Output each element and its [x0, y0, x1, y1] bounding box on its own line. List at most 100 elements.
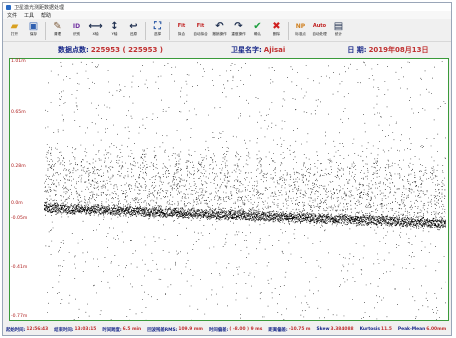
info-bar: 数据点数: 225953 ( 225953 ) 卫星名字: Ajisai 日 期…: [3, 43, 451, 56]
toolbar-label: 选择: [153, 32, 162, 36]
toolbar-separator: [45, 22, 46, 40]
date-value: 2019年08月13日: [368, 45, 429, 54]
app-icon: [6, 4, 11, 10]
y-tick-label: 1.01m: [11, 59, 26, 64]
undo-button[interactable]: ↶ 撤销操作: [210, 20, 229, 41]
redo-icon: ↷: [234, 20, 243, 32]
id-button[interactable]: ID 识别: [67, 20, 86, 41]
auto-fit-icon: Fit: [196, 23, 205, 29]
status-bar: 起始时间: 12:56:43 结束时间: 13:03:15 时间跨度: 6.5 min 回波…: [3, 324, 451, 335]
fit-icon: Fit: [177, 23, 186, 29]
status-label: 起始时间:: [6, 327, 26, 333]
toolbar-label: 确认: [253, 32, 262, 36]
y-tick-label: 0.28m: [11, 164, 26, 170]
toolbar-label: 自动处理: [312, 32, 327, 36]
toolbar-separator: [169, 22, 170, 40]
cleanup-button[interactable]: ✎ 清理: [48, 20, 67, 41]
points-label: 数据点数:: [58, 45, 89, 54]
toolbar-label: 保存: [29, 32, 38, 36]
toolbar-label: Y轴: [111, 32, 118, 36]
select-button[interactable]: ⛶ 选择: [148, 20, 167, 41]
status-value: -10.75 m: [288, 327, 311, 332]
toolbar-label: 还原: [129, 32, 138, 36]
x-zoom-icon: ⟷: [88, 20, 103, 32]
status-value: 12:56:43: [26, 327, 49, 332]
data-points: [44, 61, 446, 320]
select-icon: ⛶: [154, 20, 161, 32]
floppy-icon: ▣: [28, 20, 39, 32]
toolbar-separator: [145, 22, 146, 40]
auto-process-button[interactable]: Auto 自动处理: [310, 20, 329, 41]
status-value: 11.5: [381, 327, 392, 332]
status-value: 109.9 mm: [178, 327, 203, 332]
y-tick-label: -0.41m: [11, 264, 28, 270]
status-label: 回波残差RMS:: [147, 327, 178, 333]
stats-icon: ▤: [333, 20, 344, 32]
status-label: 结束时间:: [54, 327, 74, 333]
toolbar-label: X轴: [92, 32, 99, 36]
toolbar-label: 打开: [10, 32, 19, 36]
toolbar-label: 重做操作: [231, 32, 246, 36]
menu-file[interactable]: 文件: [7, 12, 18, 19]
status-value: 13:03:15: [74, 327, 97, 332]
menu-bar: 文件 工具 帮助: [3, 11, 451, 19]
menu-help[interactable]: 帮助: [41, 12, 52, 19]
status-label: Skew: [316, 327, 330, 332]
y-tick-label: 0.65m: [11, 110, 26, 116]
cross-icon: ✖: [272, 20, 281, 32]
stats-button[interactable]: ▤ 统计: [329, 20, 348, 41]
y-zoom-icon: ↕: [110, 20, 119, 32]
y-tick-label: -0.77m: [11, 314, 28, 319]
toolbar-label: 标准点: [295, 32, 306, 36]
id-icon: ID: [72, 22, 81, 30]
restore-button[interactable]: ↩ 还原: [124, 20, 143, 41]
status-value: 6.00mm: [426, 327, 447, 332]
toolbar-label: 拟合: [177, 32, 186, 36]
toolbar-label: 撤销操作: [212, 32, 227, 36]
np-button[interactable]: NP 标准点: [291, 20, 310, 41]
scatter-plot-area[interactable]: [44, 61, 446, 320]
residual-points: [44, 61, 446, 320]
satellite-label: 卫星名字:: [230, 45, 262, 54]
title-bar: 卫星激光测距数据处理: [3, 3, 451, 11]
status-label: 时间偏差:: [209, 327, 229, 333]
toolbar-separator: [288, 22, 289, 40]
confirm-button[interactable]: ✔ 确认: [248, 20, 267, 41]
toolbar-label: 统计: [334, 32, 343, 36]
open-file-button[interactable]: ▰ 打开: [5, 20, 24, 41]
window-title: 卫星激光测距数据处理: [14, 4, 65, 11]
auto-fit-button[interactable]: Fit 自动拟合: [191, 20, 210, 41]
y-zoom-button[interactable]: ↕ Y轴: [105, 20, 124, 41]
y-tick-label: 0.0m: [11, 200, 23, 206]
status-label: 时间跨度:: [102, 327, 122, 333]
redo-button[interactable]: ↷ 重做操作: [229, 20, 248, 41]
checkmark-icon: ✔: [253, 20, 262, 32]
y-tick-label: -0.05m: [11, 216, 28, 222]
fit-button[interactable]: Fit 拟合: [172, 20, 191, 41]
undo-icon: ↶: [215, 20, 224, 32]
status-value: 6.5 min: [122, 327, 142, 332]
toolbar-label: 删除: [272, 32, 281, 36]
x-zoom-button[interactable]: ⟷ X轴: [86, 20, 105, 41]
toolbar: ▰ 打开 ▣ 保存 ✎ 清理 ID 识别 ⟷ X轴 ↕ Y轴 ↩ 还原 ⛶ 选择 Fit 拟合 Fit 自动拟合 ↶ 撤销…: [3, 20, 451, 42]
folder-icon: ▰: [10, 20, 19, 32]
toolbar-label: 自动拟合: [193, 32, 208, 36]
np-icon: NP: [295, 22, 306, 30]
status-label: 距离偏差:: [268, 327, 288, 333]
restore-icon: ↩: [129, 20, 138, 32]
menu-tools[interactable]: 工具: [24, 12, 35, 19]
delete-button[interactable]: ✖ 删除: [267, 20, 286, 41]
toolbar-label: 识别: [72, 32, 81, 36]
points-value: 225953 ( 225953 ): [90, 45, 163, 54]
main-window: 卫星激光测距数据处理 文件 工具 帮助 ▰ 打开 ▣ 保存 ✎ 清理 ID 识别 ⟷ X轴 ↕ Y轴 ↩…: [2, 2, 452, 336]
status-label: Peak-Mean: [397, 327, 426, 332]
save-button[interactable]: ▣ 保存: [24, 20, 43, 41]
toolbar-label: 清理: [53, 32, 62, 36]
date-label: 日 期:: [347, 45, 367, 54]
satellite-value: Ajisai: [263, 45, 286, 54]
status-value: 3.384088: [330, 327, 354, 332]
residual-plot[interactable]: 1.01m 0.65m 0.28m 0.0m -0.05m -0.41m -0.77m: [9, 58, 449, 321]
broom-icon: ✎: [53, 20, 62, 32]
status-label: Kurtosis: [359, 327, 381, 332]
status-value: ( -8.00 ) 9 ms: [229, 327, 263, 332]
